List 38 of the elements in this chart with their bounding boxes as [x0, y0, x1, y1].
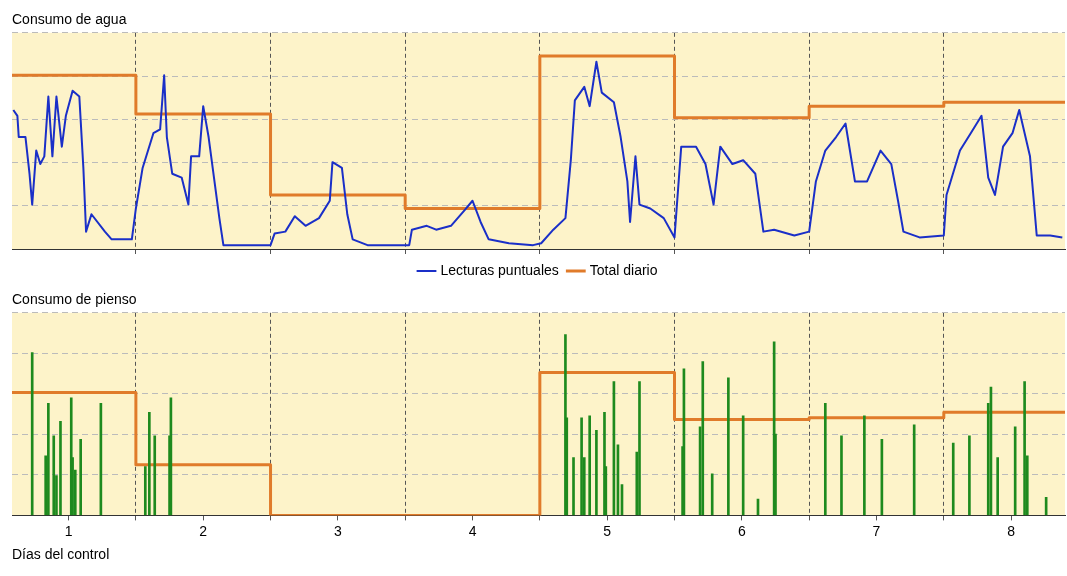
bar	[727, 377, 730, 516]
bar	[741, 415, 745, 516]
bar	[863, 415, 866, 516]
x-tick-label: 7	[872, 522, 881, 539]
bar	[148, 411, 151, 516]
bar	[823, 402, 827, 516]
bar	[59, 421, 62, 516]
bar	[638, 381, 641, 516]
bar	[588, 415, 591, 516]
bar	[951, 442, 955, 516]
bar	[79, 439, 82, 516]
bar	[153, 435, 157, 516]
bar	[595, 430, 598, 516]
x-tick-label: 8	[1007, 522, 1016, 539]
bar	[912, 424, 916, 516]
bar	[572, 457, 575, 516]
legend-label: Total diario	[589, 261, 658, 278]
x-tick-label: 2	[199, 522, 208, 539]
bar	[968, 435, 971, 516]
x-tick-label: 4	[468, 522, 477, 539]
bar	[710, 473, 714, 516]
x-tick-label: 6	[737, 522, 746, 539]
x-tick-label: 5	[603, 522, 612, 539]
x-axis-title: Días del control	[12, 546, 110, 563]
bar	[1023, 381, 1026, 516]
bar	[1013, 426, 1017, 516]
chart-title: Consumo de pienso	[12, 291, 137, 308]
bar	[47, 402, 50, 516]
legend-label: Lecturas puntuales	[440, 261, 559, 278]
bar	[52, 435, 56, 516]
x-tick-label: 3	[333, 522, 342, 539]
bar	[840, 435, 843, 516]
x-tick-label: 1	[64, 522, 73, 539]
bar	[701, 361, 705, 516]
bar	[580, 417, 583, 516]
bar	[30, 352, 34, 516]
chart-title: Consumo de agua	[12, 11, 127, 28]
bar	[996, 457, 999, 516]
